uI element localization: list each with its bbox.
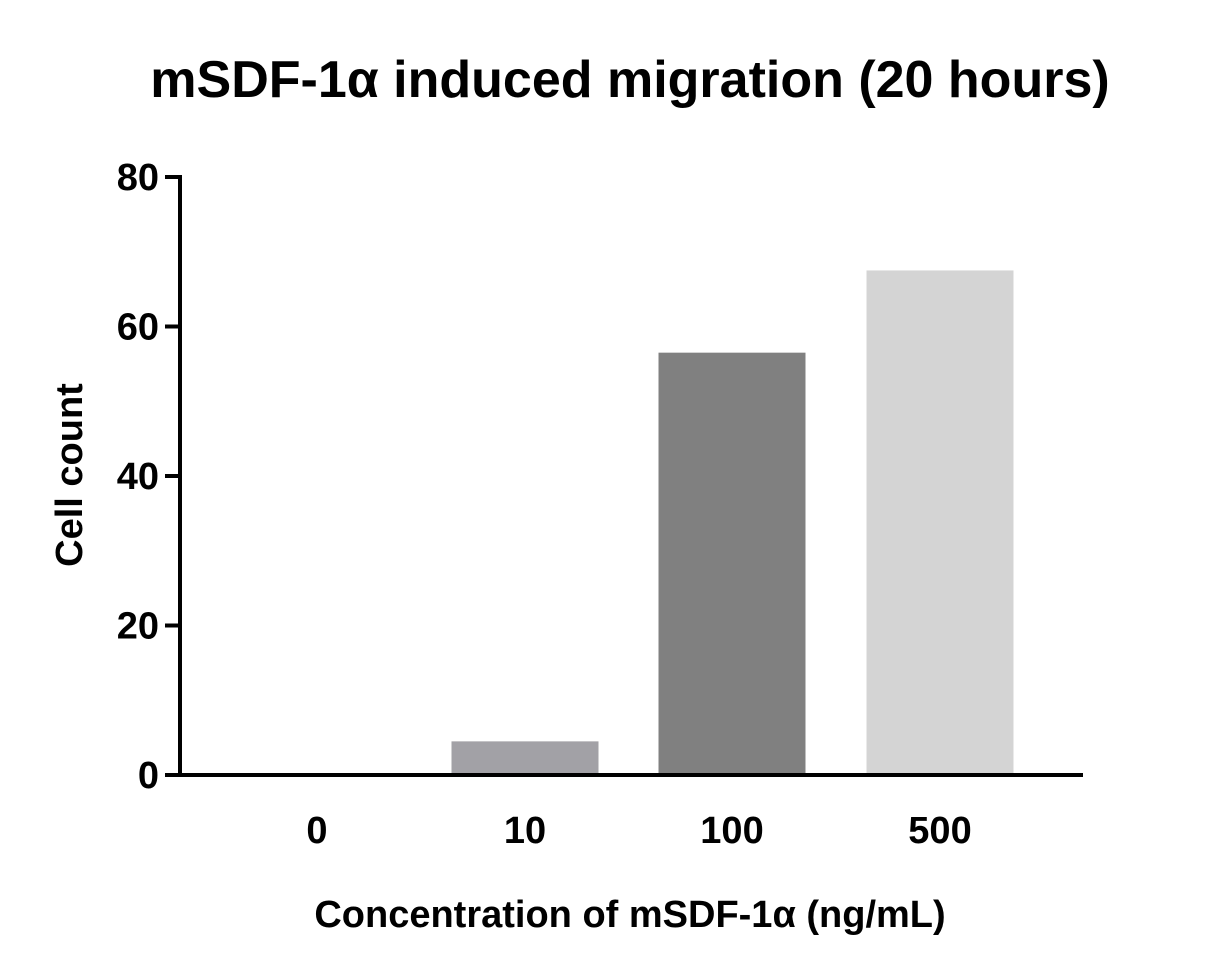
y-tick-label: 0: [138, 755, 159, 797]
bar-10: [451, 741, 599, 775]
chart-title: mSDF-1α induced migration (20 hours): [150, 51, 1109, 109]
bar-100: [658, 352, 806, 775]
x-axis-label: Concentration of mSDF-1α (ng/mL): [314, 894, 945, 936]
y-tick-label: 20: [117, 606, 159, 648]
y-tick-label: 40: [117, 456, 159, 498]
y-ticks-group: 0 20 40 60 80: [117, 157, 180, 797]
bar-500: [866, 270, 1014, 775]
x-tick-label: 0: [306, 810, 327, 852]
y-axis-label: Cell count: [49, 383, 91, 567]
y-tick-label: 80: [117, 157, 159, 199]
bars-group: [451, 270, 1014, 775]
x-tick-label: 100: [700, 810, 763, 852]
y-tick-label: 60: [117, 307, 159, 349]
x-tick-label: 500: [908, 810, 971, 852]
x-tick-label: 10: [504, 810, 546, 852]
x-ticks-group: 0 10 100 500: [306, 810, 971, 852]
